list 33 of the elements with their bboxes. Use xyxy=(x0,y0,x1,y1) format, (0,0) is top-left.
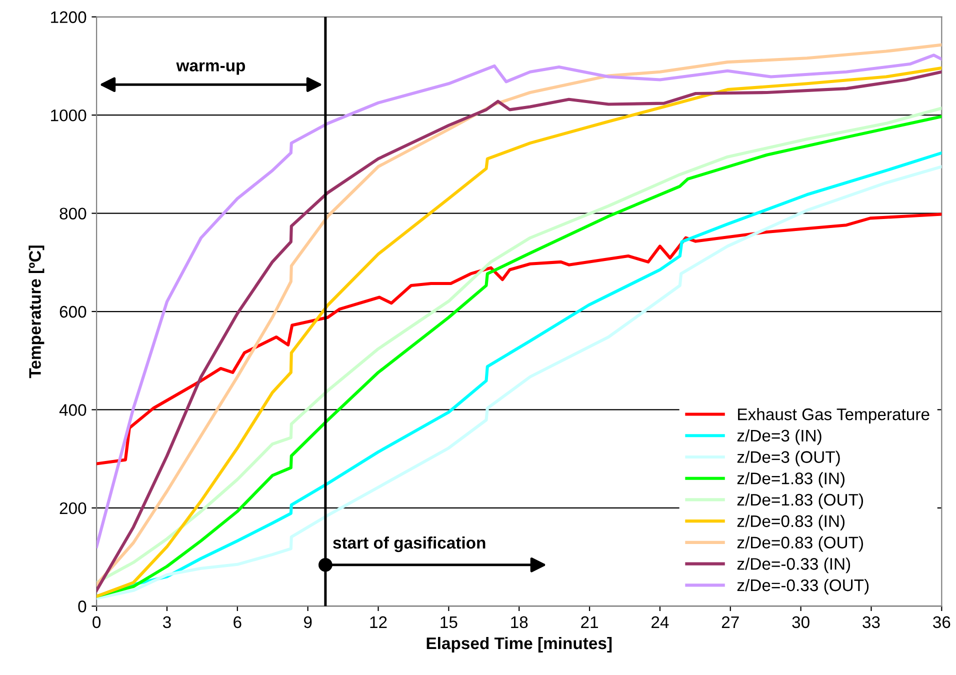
legend-label: z/De=-0.33 (OUT) xyxy=(737,578,869,594)
x-tick-label: 12 xyxy=(370,616,387,628)
y-tick-label: 600 xyxy=(60,306,86,318)
x-tick-label: 15 xyxy=(440,616,458,628)
x-tick-label: 6 xyxy=(234,616,242,628)
x-tick-label: 24 xyxy=(652,616,669,628)
x-tick-label: 9 xyxy=(304,616,312,628)
x-tick-label: 3 xyxy=(162,616,171,628)
legend-label: z/De=1.83 (IN) xyxy=(737,472,844,488)
x-tick-label: 18 xyxy=(511,616,528,628)
legend-label: Exhaust Gas Temperature xyxy=(738,408,930,424)
y-tick-label: 1000 xyxy=(51,109,86,122)
legend-label: z/De=0.83 (OUT) xyxy=(737,536,864,552)
legend-label: z/De=3 (OUT) xyxy=(737,450,840,466)
legend-label: z/De=1.83 (OUT) xyxy=(737,493,864,509)
x-tick-label: 0 xyxy=(92,616,101,628)
legend-label: z/De=-0.33 (IN) xyxy=(737,558,850,574)
y-tick-label: 800 xyxy=(60,208,86,220)
legend-label: z/De=0.83 (IN) xyxy=(737,514,844,530)
annotation: start of gasification xyxy=(333,536,486,552)
x-axis-title: Elapsed Time [minutes] xyxy=(426,636,612,652)
y-tick-label: 0 xyxy=(78,600,86,612)
annotation: warm-up xyxy=(176,62,246,75)
y-axis-title: Temperature [ºC] xyxy=(28,246,44,378)
x-tick-label: 21 xyxy=(581,616,598,628)
x-tick-label: 36 xyxy=(933,616,950,628)
y-tick-label: 400 xyxy=(59,404,86,416)
legend-label: z/De=3 (IN) xyxy=(737,429,822,445)
y-tick-label: 1200 xyxy=(51,11,86,24)
x-tick-label: 30 xyxy=(792,616,810,628)
y-tick-label: 200 xyxy=(60,502,86,514)
x-tick-label: 27 xyxy=(722,616,739,628)
x-tick-label: 33 xyxy=(862,616,880,628)
